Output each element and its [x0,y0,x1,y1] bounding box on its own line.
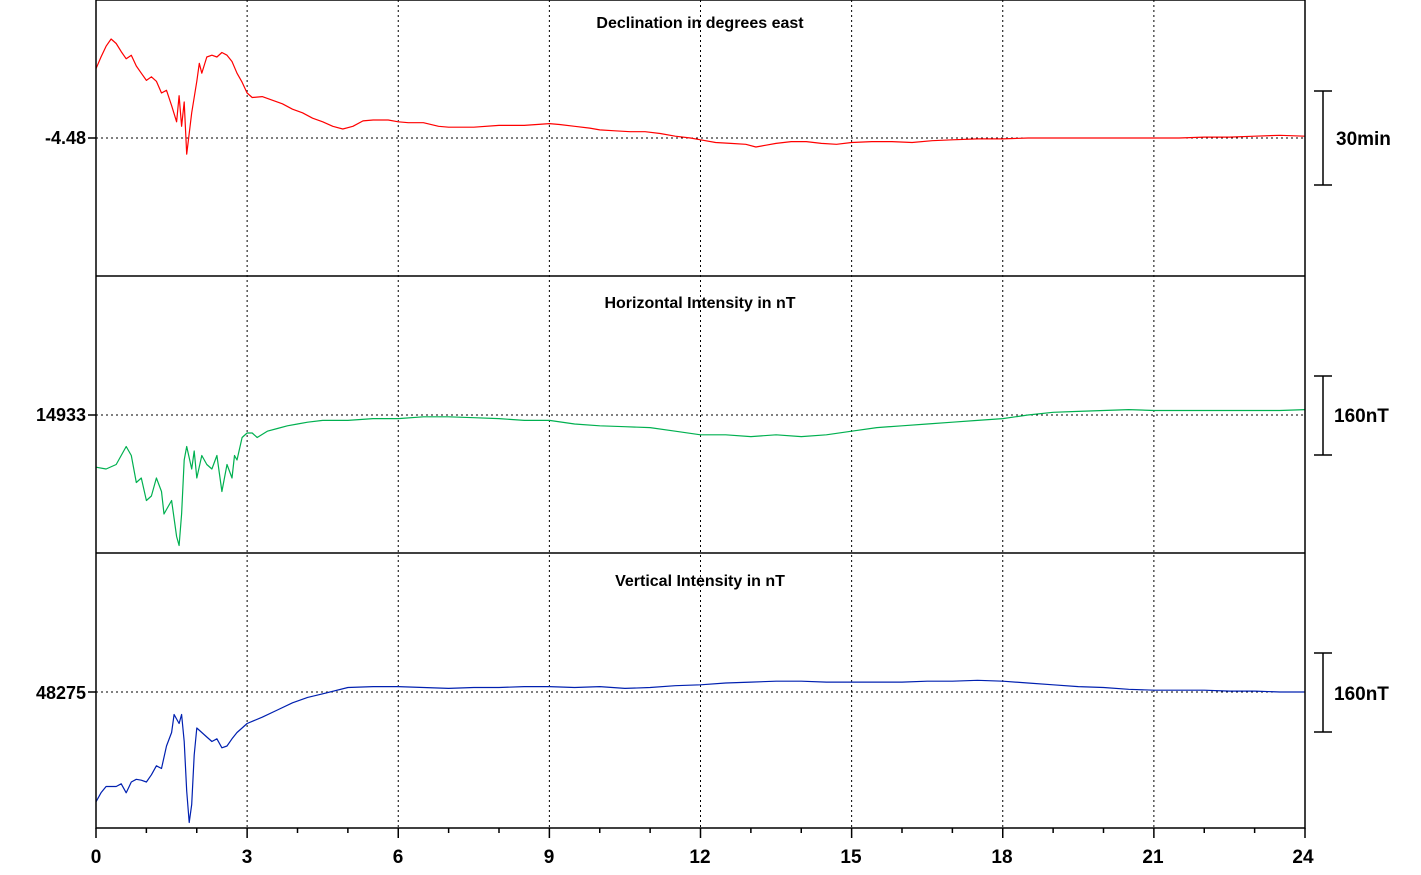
x-tick-label: 18 [991,847,1012,868]
panel-title-declination: Declination in degrees east [596,15,804,32]
scale-bar-declination [1314,90,1332,186]
series-line-1 [95,409,1306,547]
x-tick-label: 6 [393,847,404,868]
series-line-0 [95,38,1306,155]
baseline-label-vertical: 48275 [36,683,86,703]
x-tick-label: 24 [1292,847,1314,868]
grid-lines [96,0,1305,828]
x-tick-label: 3 [242,847,253,868]
x-tick-label: 12 [689,847,710,868]
scale-bar-vertical [1314,652,1332,733]
x-tick-label: 15 [840,847,862,868]
series-lines [95,38,1306,824]
baseline-label-horizontal: 14933 [36,405,86,425]
scale-label-declination: 30min [1336,129,1391,150]
plot-border [95,0,1306,829]
x-tick-label: 21 [1142,847,1164,868]
chart-frame [88,0,1306,838]
panel-title-vertical: Vertical Intensity in nT [615,573,785,590]
x-axis-tick-labels: 0 3 6 9 12 15 18 21 24 [91,847,1314,868]
scale-bar-horizontal [1314,375,1332,456]
x-tick-label: 0 [91,847,102,868]
scale-label-horizontal: 160nT [1334,406,1389,427]
x-tick-label: 9 [544,847,555,868]
scale-label-vertical: 160nT [1334,684,1389,705]
series-line-2 [95,679,1305,824]
baseline-label-declination: -4.48 [45,128,86,148]
panel-title-horizontal: Horizontal Intensity in nT [604,295,795,312]
